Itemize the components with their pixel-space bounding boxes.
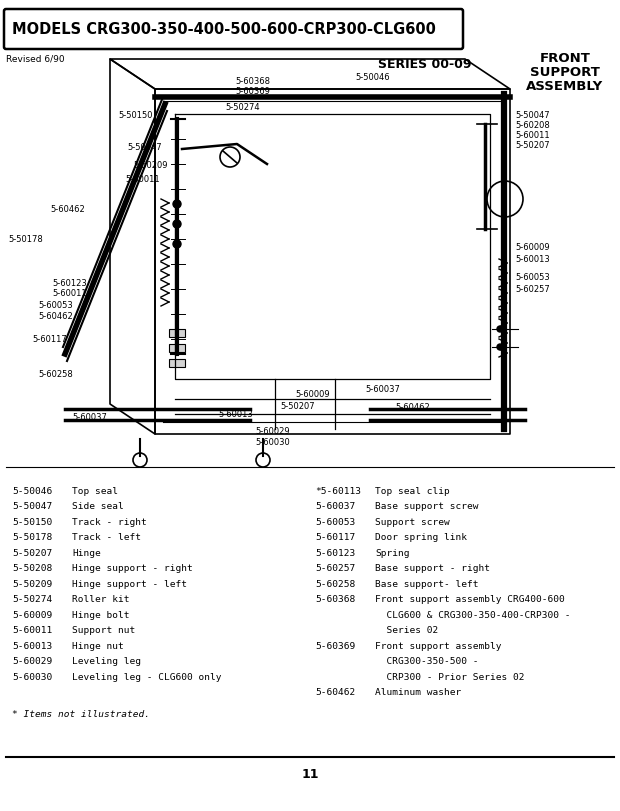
Text: 5-50209: 5-50209 (133, 161, 167, 169)
Text: Base support screw: Base support screw (375, 502, 479, 511)
Text: 5-60117: 5-60117 (32, 335, 67, 344)
Text: 5-60030: 5-60030 (255, 438, 290, 447)
Text: * Items not illustrated.: * Items not illustrated. (12, 709, 150, 718)
Text: 5-50207: 5-50207 (280, 402, 314, 411)
Text: 5-60029: 5-60029 (12, 657, 52, 666)
Text: *5-60113: *5-60113 (315, 487, 361, 496)
Text: 5-60369: 5-60369 (235, 87, 270, 96)
Text: Top seal: Top seal (72, 487, 118, 496)
Text: 5-60037: 5-60037 (72, 413, 107, 422)
Text: 5-50274: 5-50274 (225, 103, 260, 113)
Text: 5-60053: 5-60053 (515, 273, 550, 282)
Text: 5-60037: 5-60037 (315, 502, 355, 511)
Text: Track - right: Track - right (72, 517, 147, 526)
Text: Hinge: Hinge (72, 548, 100, 557)
Text: 5-50274: 5-50274 (12, 594, 52, 603)
Text: CRP300 - Prior Series 02: CRP300 - Prior Series 02 (375, 672, 525, 681)
Text: Support nut: Support nut (72, 626, 135, 635)
Text: 5-60009: 5-60009 (515, 243, 549, 252)
Text: 5-60462: 5-60462 (38, 312, 73, 321)
Text: 5-60123: 5-60123 (315, 548, 355, 557)
Text: Spring: Spring (375, 548, 409, 557)
Text: Front support assembly CRG400-600: Front support assembly CRG400-600 (375, 594, 565, 603)
Text: 5-50150: 5-50150 (118, 110, 153, 119)
Text: 5-50150: 5-50150 (12, 517, 52, 526)
Text: 5-60208: 5-60208 (515, 120, 550, 129)
Text: 5-50047: 5-50047 (515, 110, 549, 119)
Text: 5-60013: 5-60013 (218, 410, 253, 419)
Circle shape (497, 327, 503, 333)
Text: Series 02: Series 02 (375, 626, 438, 635)
Text: 5-60053: 5-60053 (38, 301, 73, 310)
Text: 5-50178: 5-50178 (8, 235, 43, 244)
Circle shape (497, 345, 503, 350)
Text: 5-60117: 5-60117 (315, 533, 355, 542)
Text: 5-60257: 5-60257 (515, 285, 550, 294)
Text: 5-50208: 5-50208 (12, 564, 52, 573)
Bar (169, 345, 185, 353)
Text: SERIES 00-09: SERIES 00-09 (378, 58, 471, 71)
Text: Hinge support - left: Hinge support - left (72, 579, 187, 588)
Text: Support screw: Support screw (375, 517, 449, 526)
FancyBboxPatch shape (4, 10, 463, 50)
Text: Front support assembly: Front support assembly (375, 642, 502, 650)
Text: 5-60053: 5-60053 (315, 517, 355, 526)
Text: 5-60030: 5-60030 (12, 672, 52, 681)
Text: Hinge nut: Hinge nut (72, 642, 124, 650)
Text: Base support - right: Base support - right (375, 564, 490, 573)
Text: 5-50209: 5-50209 (12, 579, 52, 588)
Text: Hinge support - right: Hinge support - right (72, 564, 193, 573)
Text: Side seal: Side seal (72, 502, 124, 511)
Text: Revised 6/90: Revised 6/90 (6, 55, 64, 64)
Text: 5-60011: 5-60011 (52, 290, 87, 298)
Text: 5-60123: 5-60123 (52, 278, 87, 287)
Text: 5-60013: 5-60013 (515, 255, 550, 264)
Text: 5-50046: 5-50046 (12, 487, 52, 496)
Text: 5-60037: 5-60037 (365, 385, 400, 394)
Text: 5-60011: 5-60011 (12, 626, 52, 635)
Text: Leveling leg - CLG600 only: Leveling leg - CLG600 only (72, 672, 221, 681)
Text: 5-60029: 5-60029 (255, 427, 290, 436)
Text: Roller kit: Roller kit (72, 594, 130, 603)
Text: MODELS CRG300-350-400-500-600-CRP300-CLG600: MODELS CRG300-350-400-500-600-CRP300-CLG… (12, 23, 436, 37)
Text: 5-60009: 5-60009 (295, 390, 330, 399)
Text: Aluminum washer: Aluminum washer (375, 688, 461, 697)
Text: 5-50047: 5-50047 (127, 144, 162, 152)
Text: 5-60258: 5-60258 (38, 370, 73, 379)
Text: 5-60368: 5-60368 (315, 594, 355, 603)
Text: FRONT
SUPPORT
ASSEMBLY: FRONT SUPPORT ASSEMBLY (526, 52, 604, 93)
Text: 5-50207: 5-50207 (515, 140, 549, 149)
Bar (169, 359, 185, 367)
Text: 5-60462: 5-60462 (50, 205, 85, 214)
Text: Leveling leg: Leveling leg (72, 657, 141, 666)
Text: 5-60462: 5-60462 (315, 688, 355, 697)
Text: 5-50178: 5-50178 (12, 533, 52, 542)
Text: 5-60369: 5-60369 (315, 642, 355, 650)
Circle shape (173, 201, 181, 208)
Circle shape (173, 221, 181, 229)
Circle shape (173, 241, 181, 249)
Text: 11: 11 (301, 767, 319, 780)
Text: 5-60013: 5-60013 (12, 642, 52, 650)
Text: 5-60011: 5-60011 (125, 175, 159, 184)
Text: Track - left: Track - left (72, 533, 141, 542)
Text: 5-60368: 5-60368 (235, 77, 270, 87)
Text: 5-60009: 5-60009 (12, 610, 52, 620)
Text: 5-60257: 5-60257 (315, 564, 355, 573)
Text: 5-60258: 5-60258 (315, 579, 355, 588)
Text: 5-50046: 5-50046 (355, 74, 389, 83)
Text: 5-60462: 5-60462 (395, 403, 430, 412)
Text: CLG600 & CRG300-350-400-CRP300 -: CLG600 & CRG300-350-400-CRP300 - (375, 610, 570, 620)
Text: 5-50207: 5-50207 (12, 548, 52, 557)
Text: Base support- left: Base support- left (375, 579, 479, 588)
Bar (169, 329, 185, 337)
Text: 5-60011: 5-60011 (515, 131, 549, 139)
Text: 5-50047: 5-50047 (12, 502, 52, 511)
Text: Hinge bolt: Hinge bolt (72, 610, 130, 620)
Text: CRG300-350-500 -: CRG300-350-500 - (375, 657, 479, 666)
Text: Top seal clip: Top seal clip (375, 487, 449, 496)
Text: Door spring link: Door spring link (375, 533, 467, 542)
